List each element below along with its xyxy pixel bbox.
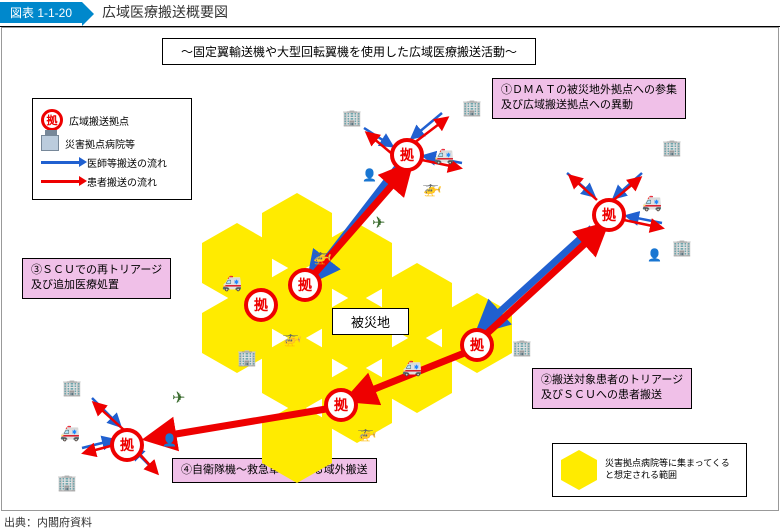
hub-icon: 拠 [41, 109, 63, 131]
hub-node: 拠 [390, 138, 424, 172]
building-icon: 🏢 [342, 108, 362, 128]
hex-legend: 災害拠点病院等に集まってくると想定される範囲 [552, 443, 747, 497]
person-icon: 👤 [647, 248, 662, 262]
red-arrow-icon [41, 180, 81, 183]
figure-title: 広域医療搬送概要図 [102, 2, 228, 22]
hub-node: 拠 [110, 428, 144, 462]
building-icon: 🏢 [512, 338, 532, 358]
person-icon: 👤 [362, 168, 377, 182]
heli-icon: 🚁 [282, 328, 302, 348]
hex-legend-text: 災害拠点病院等に集まってくると想定される範囲 [605, 458, 738, 481]
callout-2: ②搬送対象患者のトリアージ 及びＳＣＵへの患者搬送 [532, 368, 692, 409]
building-icon: 🏢 [662, 138, 682, 158]
ambulance-icon: 🚑 [434, 146, 454, 166]
hub-node: 拠 [244, 288, 278, 322]
heli-icon: 🚁 [422, 178, 442, 198]
plane-icon: ✈ [172, 388, 185, 408]
building-icon: 🏢 [462, 98, 482, 118]
legend-box: 拠 広域搬送拠点 災害拠点病院等 医師等搬送の流れ 患者搬送の流れ [32, 98, 192, 200]
ambulance-icon: 🚑 [642, 193, 662, 213]
diagram-canvas: ～固定翼輸送機や大型回転翼機を使用した広域医療搬送活動～ 拠 広域搬送拠点 災害… [1, 27, 779, 511]
figure-header: 図表 1-1-20 広域医療搬送概要図 [0, 0, 780, 24]
legend-blue-label: 医師等搬送の流れ [87, 155, 167, 170]
legend-red-label: 患者搬送の流れ [87, 174, 157, 189]
ambulance-icon: 🚑 [60, 423, 80, 443]
legend-hospital: 災害拠点病院等 [41, 135, 183, 151]
ambulance-icon: 🚑 [222, 273, 242, 293]
hex-cell [322, 223, 392, 303]
figure-number: 図表 1-1-20 [0, 2, 82, 23]
callout-1: ①ＤＭＡＴの被災地外拠点への参集 及び広域搬送拠点への異動 [492, 78, 686, 119]
building-icon: 🏢 [57, 473, 77, 493]
source-text: 出典：内閣府資料 [4, 514, 92, 530]
legend-hospital-label: 災害拠点病院等 [65, 136, 135, 151]
hub-node: 拠 [460, 328, 494, 362]
disaster-area-label: 被災地 [332, 308, 409, 335]
hub-node: 拠 [288, 268, 322, 302]
building-icon: 🏢 [237, 348, 257, 368]
building-icon: 🏢 [62, 378, 82, 398]
hub-node: 拠 [324, 388, 358, 422]
hub-node: 拠 [592, 198, 626, 232]
building-icon: 🏢 [672, 238, 692, 258]
legend-hub: 拠 広域搬送拠点 [41, 109, 183, 131]
person-icon: 👤 [162, 433, 177, 447]
heli-icon: 🚁 [357, 423, 377, 443]
subtitle-box: ～固定翼輸送機や大型回転翼機を使用した広域医療搬送活動～ [162, 38, 536, 65]
hex-sample-icon [561, 450, 597, 490]
hospital-icon [41, 135, 59, 151]
heli-icon: 🚁 [312, 246, 332, 266]
callout-3: ③ＳＣＵでの再トリアージ 及び追加医療処置 [22, 258, 171, 299]
blue-arrow-icon [41, 161, 81, 164]
legend-blue-arrow: 医師等搬送の流れ [41, 155, 183, 170]
ambulance-icon: 🚑 [402, 358, 422, 378]
legend-hub-label: 広域搬送拠点 [69, 113, 129, 128]
plane-icon: ✈ [372, 213, 385, 233]
legend-red-arrow: 患者搬送の流れ [41, 174, 183, 189]
